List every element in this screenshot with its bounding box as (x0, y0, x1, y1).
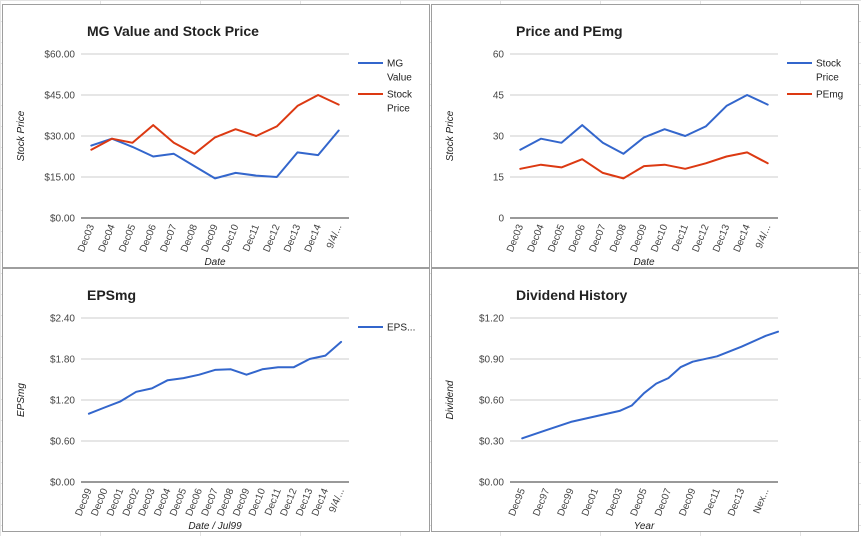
chart-title: EPSmg (87, 287, 136, 303)
y-axis-title: Dividend (445, 380, 456, 419)
chart-mg-value-stock-price: MG Value and Stock Price $0.00 $15.00 $30.0… (16, 23, 413, 267)
x-tick-label: Dec10 (220, 223, 241, 254)
x-tick-label: Nex... (752, 487, 772, 515)
chart-dividend-history: Dividend History $0.00 $0.30 $0.60 $0.90 $1.2… (445, 287, 779, 531)
x-tick-label: Dec06 (138, 223, 159, 254)
x-tick-label: 9/4/... (325, 223, 345, 250)
y-tick-label: $0.00 (479, 478, 504, 489)
y-tick-label: $2.40 (50, 314, 75, 325)
x-tick-label: Dec99 (556, 487, 577, 518)
chart-panel-dividend-history[interactable]: Dividend History $0.00 $0.30 $0.60 $0.90 $1.2… (431, 268, 859, 532)
series-line (87, 340, 343, 415)
x-tick-label: Dec11 (241, 223, 262, 254)
x-tick-label: Dec12 (691, 223, 712, 254)
x-tick-label: Dec09 (629, 223, 650, 254)
chart-panel-price-pemg[interactable]: Price and PEmg 0 15 30 45 60 Stock Price Dec03 D… (431, 4, 859, 268)
x-tick-label: 9/4/... (754, 223, 774, 250)
y-axis-title: Stock Price (445, 110, 456, 161)
x-tick-label: Dec95 (507, 487, 528, 518)
x-tick-label: Dec14 (303, 223, 324, 254)
y-tick-label: 30 (493, 132, 505, 143)
y-tick-label: $1.20 (479, 314, 504, 325)
x-axis-title: Date / Jul99 (188, 521, 242, 531)
x-tick-label: Dec01 (580, 487, 601, 518)
legend-label: Stock (387, 90, 413, 101)
x-tick-label: Dec06 (567, 223, 588, 254)
x-axis-title: Year (634, 521, 655, 531)
legend-label: Price (816, 73, 839, 84)
y-tick-label: $0.90 (479, 355, 504, 366)
x-tick-label: Dec10 (649, 223, 670, 254)
chart-title: MG Value and Stock Price (87, 23, 259, 39)
y-tick-label: $60.00 (44, 50, 75, 61)
y-tick-label: $45.00 (44, 91, 75, 102)
series-line (521, 330, 779, 440)
x-tick-label: Dec09 (677, 487, 698, 518)
y-tick-label: 15 (493, 173, 505, 184)
y-axis-title: Stock Price (16, 110, 27, 161)
x-axis-title: Date (204, 257, 226, 267)
y-tick-label: $0.30 (479, 437, 504, 448)
x-tick-label: Dec13 (282, 223, 303, 254)
legend-label: Stock (816, 59, 842, 70)
y-axis-title: EPSmg (16, 383, 27, 417)
y-tick-label: $0.60 (479, 396, 504, 407)
x-tick-label: Dec03 (505, 223, 526, 254)
x-tick-label: Dec05 (117, 223, 138, 254)
y-tick-label: 0 (498, 214, 504, 225)
x-tick-label: Dec04 (97, 223, 118, 254)
x-tick-label: Dec13 (726, 487, 747, 518)
legend-label: PEmg (816, 90, 843, 101)
x-axis-title: Date (633, 257, 655, 267)
x-tick-label: Dec97 (531, 487, 552, 518)
legend-label: EPS... (387, 323, 415, 334)
y-tick-label: $15.00 (44, 173, 75, 184)
y-tick-label: $1.80 (50, 355, 75, 366)
chart-epsmg: EPSmg$0.00$0.60$1.20$1.80$2.40EPSmgDec99… (16, 287, 415, 531)
series-line (90, 94, 340, 155)
series-line (519, 151, 769, 180)
x-tick-label: Dec08 (608, 223, 629, 254)
series-line (90, 129, 340, 180)
x-tick-label: Dec14 (732, 223, 753, 254)
legend-label: Price (387, 104, 410, 115)
x-tick-label: Dec07 (653, 487, 674, 518)
x-tick-label: Dec08 (179, 223, 200, 254)
y-tick-label: $0.60 (50, 437, 75, 448)
chart-panel-mg-value[interactable]: MG Value and Stock Price $0.00 $15.00 $30.0… (2, 4, 430, 268)
x-tick-label: Dec07 (159, 223, 180, 254)
chart-title: Dividend History (516, 287, 627, 303)
x-tick-label: Dec05 (546, 223, 567, 254)
legend-label: Value (387, 73, 412, 84)
y-tick-label: $1.20 (50, 396, 75, 407)
x-tick-label: Dec11 (702, 487, 723, 518)
y-tick-label: $0.00 (50, 478, 75, 489)
x-tick-label: Dec12 (262, 223, 283, 254)
x-tick-label: Dec05 (629, 487, 650, 518)
series-line (519, 94, 769, 155)
y-tick-label: $0.00 (50, 214, 75, 225)
chart-title: Price and PEmg (516, 23, 623, 39)
chart-panel-epsmg[interactable]: EPSmg $0.00 $0.60 $1.20 $1.80 $2.40 EPSmg Dec99… (2, 268, 430, 532)
x-tick-label: Dec04 (526, 223, 547, 254)
legend-label: MG (387, 59, 403, 70)
x-tick-label: Dec03 (604, 487, 625, 518)
x-tick-label: Dec07 (588, 223, 609, 254)
y-tick-label: 45 (493, 91, 505, 102)
y-tick-label: $30.00 (44, 132, 75, 143)
y-tick-label: 60 (493, 50, 505, 61)
x-tick-label: Dec11 (670, 223, 691, 254)
x-tick-label: Dec09 (200, 223, 221, 254)
x-tick-label: Dec03 (76, 223, 97, 254)
x-tick-label: Dec13 (711, 223, 732, 254)
